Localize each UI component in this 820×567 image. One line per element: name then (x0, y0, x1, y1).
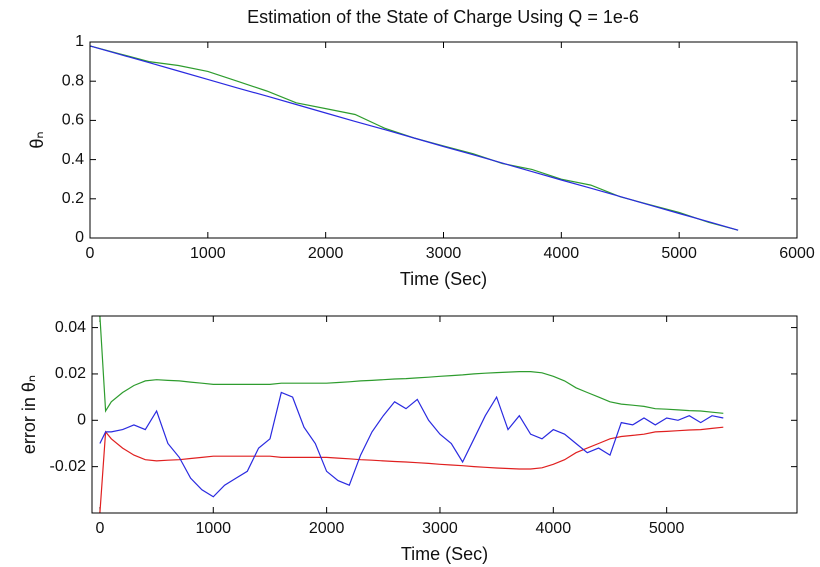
x-tick-label: 4000 (544, 245, 580, 262)
y-axis-label: θₙ (27, 131, 47, 148)
plot-frame (89, 41, 798, 239)
y-tick-label: 0.4 (62, 151, 84, 168)
data-line (89, 45, 739, 231)
y-tick-label: -0.02 (50, 458, 87, 475)
x-tick-label: 4000 (536, 520, 572, 537)
y-tick-label: 0 (75, 229, 84, 246)
data-line (99, 391, 724, 498)
x-tick-label: 5000 (649, 520, 685, 537)
chart-title: Estimation of the State of Charge Using … (247, 7, 639, 27)
x-tick-label: 0 (86, 245, 95, 262)
x-tick-label: 0 (95, 520, 104, 537)
data-line (99, 426, 724, 514)
x-tick-label: 2000 (308, 245, 344, 262)
x-tick-label: 6000 (779, 245, 815, 262)
x-axis-label: Time (Sec) (401, 544, 488, 564)
y-tick-label: 0.2 (62, 190, 84, 207)
x-tick-label: 2000 (309, 520, 345, 537)
x-tick-label: 1000 (190, 245, 226, 262)
plot-frame (91, 315, 798, 514)
y-axis-label: error in θₙ (19, 375, 39, 454)
y-tick-label: 0.04 (55, 319, 86, 336)
y-tick-label: 1 (75, 33, 84, 50)
x-tick-label: 3000 (422, 520, 458, 537)
x-tick-label: 5000 (661, 245, 697, 262)
y-tick-label: 0 (77, 412, 86, 429)
x-axis-label: Time (Sec) (400, 269, 487, 289)
x-tick-label: 3000 (426, 245, 462, 262)
data-line (99, 315, 724, 414)
y-tick-label: 0.02 (55, 365, 86, 382)
x-tick-label: 1000 (195, 520, 231, 537)
y-tick-label: 0.8 (62, 72, 84, 89)
y-tick-label: 0.6 (62, 112, 84, 129)
